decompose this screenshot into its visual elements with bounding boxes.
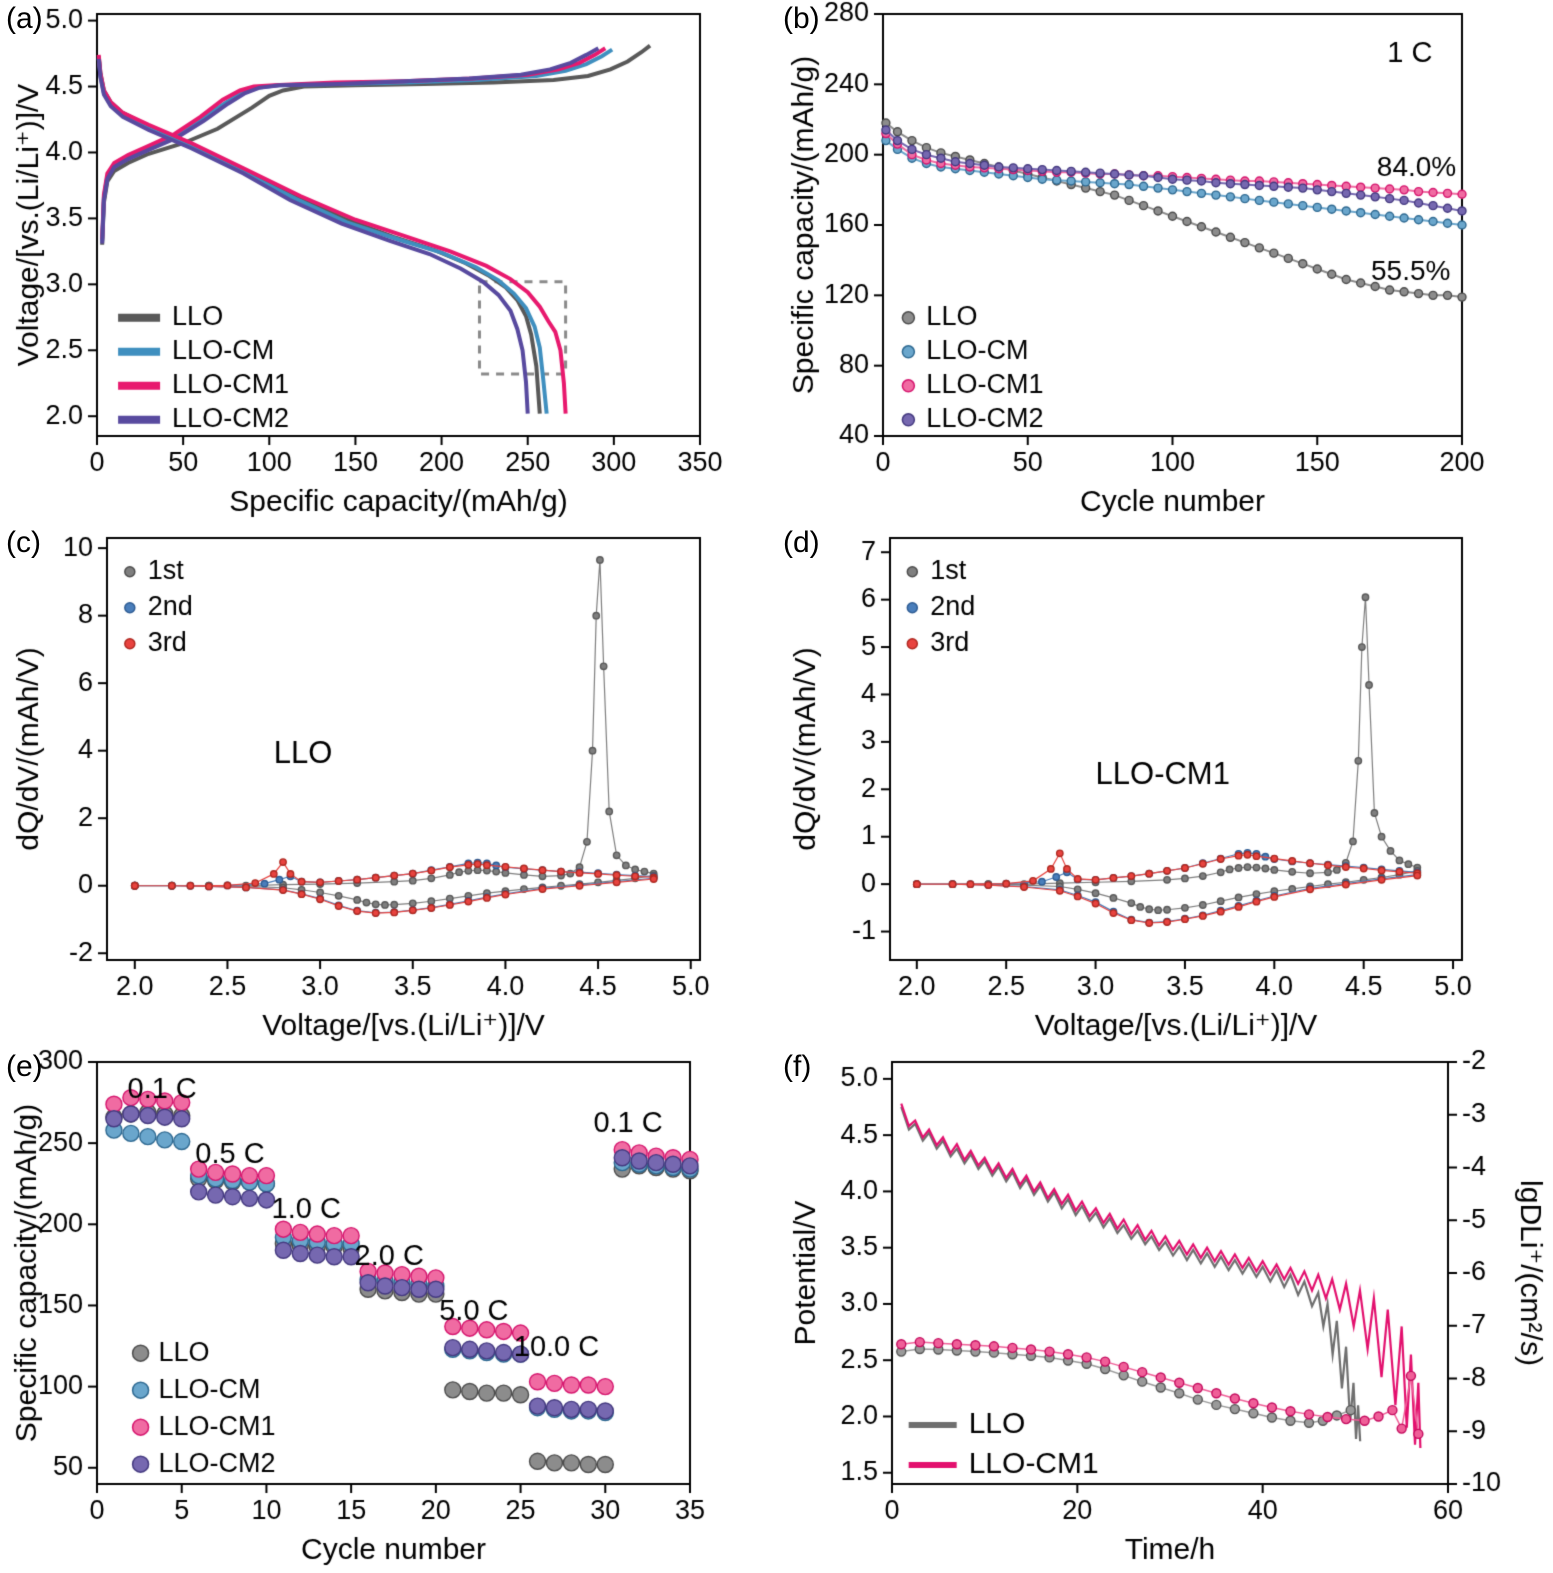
panel-c: (c) bbox=[0, 524, 776, 1049]
panel-d-chart-canvas bbox=[777, 524, 1553, 1048]
panel-a-chart-canvas bbox=[0, 0, 776, 524]
panel-b-label: (b) bbox=[783, 2, 820, 35]
panel-a-label: (a) bbox=[6, 2, 43, 35]
panel-f-label: (f) bbox=[783, 1050, 812, 1083]
panel-d: (d) bbox=[777, 524, 1553, 1049]
panel-f-chart-canvas bbox=[777, 1048, 1553, 1572]
panel-a: (a) bbox=[0, 0, 776, 525]
panel-e-label: (e) bbox=[6, 1050, 43, 1083]
panel-b-chart-canvas bbox=[777, 0, 1553, 524]
panel-e-chart-canvas bbox=[0, 1048, 776, 1572]
panel-c-chart-canvas bbox=[0, 524, 776, 1048]
panel-f: (f) bbox=[777, 1048, 1553, 1573]
panel-b: (b) bbox=[777, 0, 1553, 525]
panel-e: (e) bbox=[0, 1048, 776, 1573]
panel-d-label: (d) bbox=[783, 526, 820, 559]
panel-c-label: (c) bbox=[6, 526, 41, 559]
